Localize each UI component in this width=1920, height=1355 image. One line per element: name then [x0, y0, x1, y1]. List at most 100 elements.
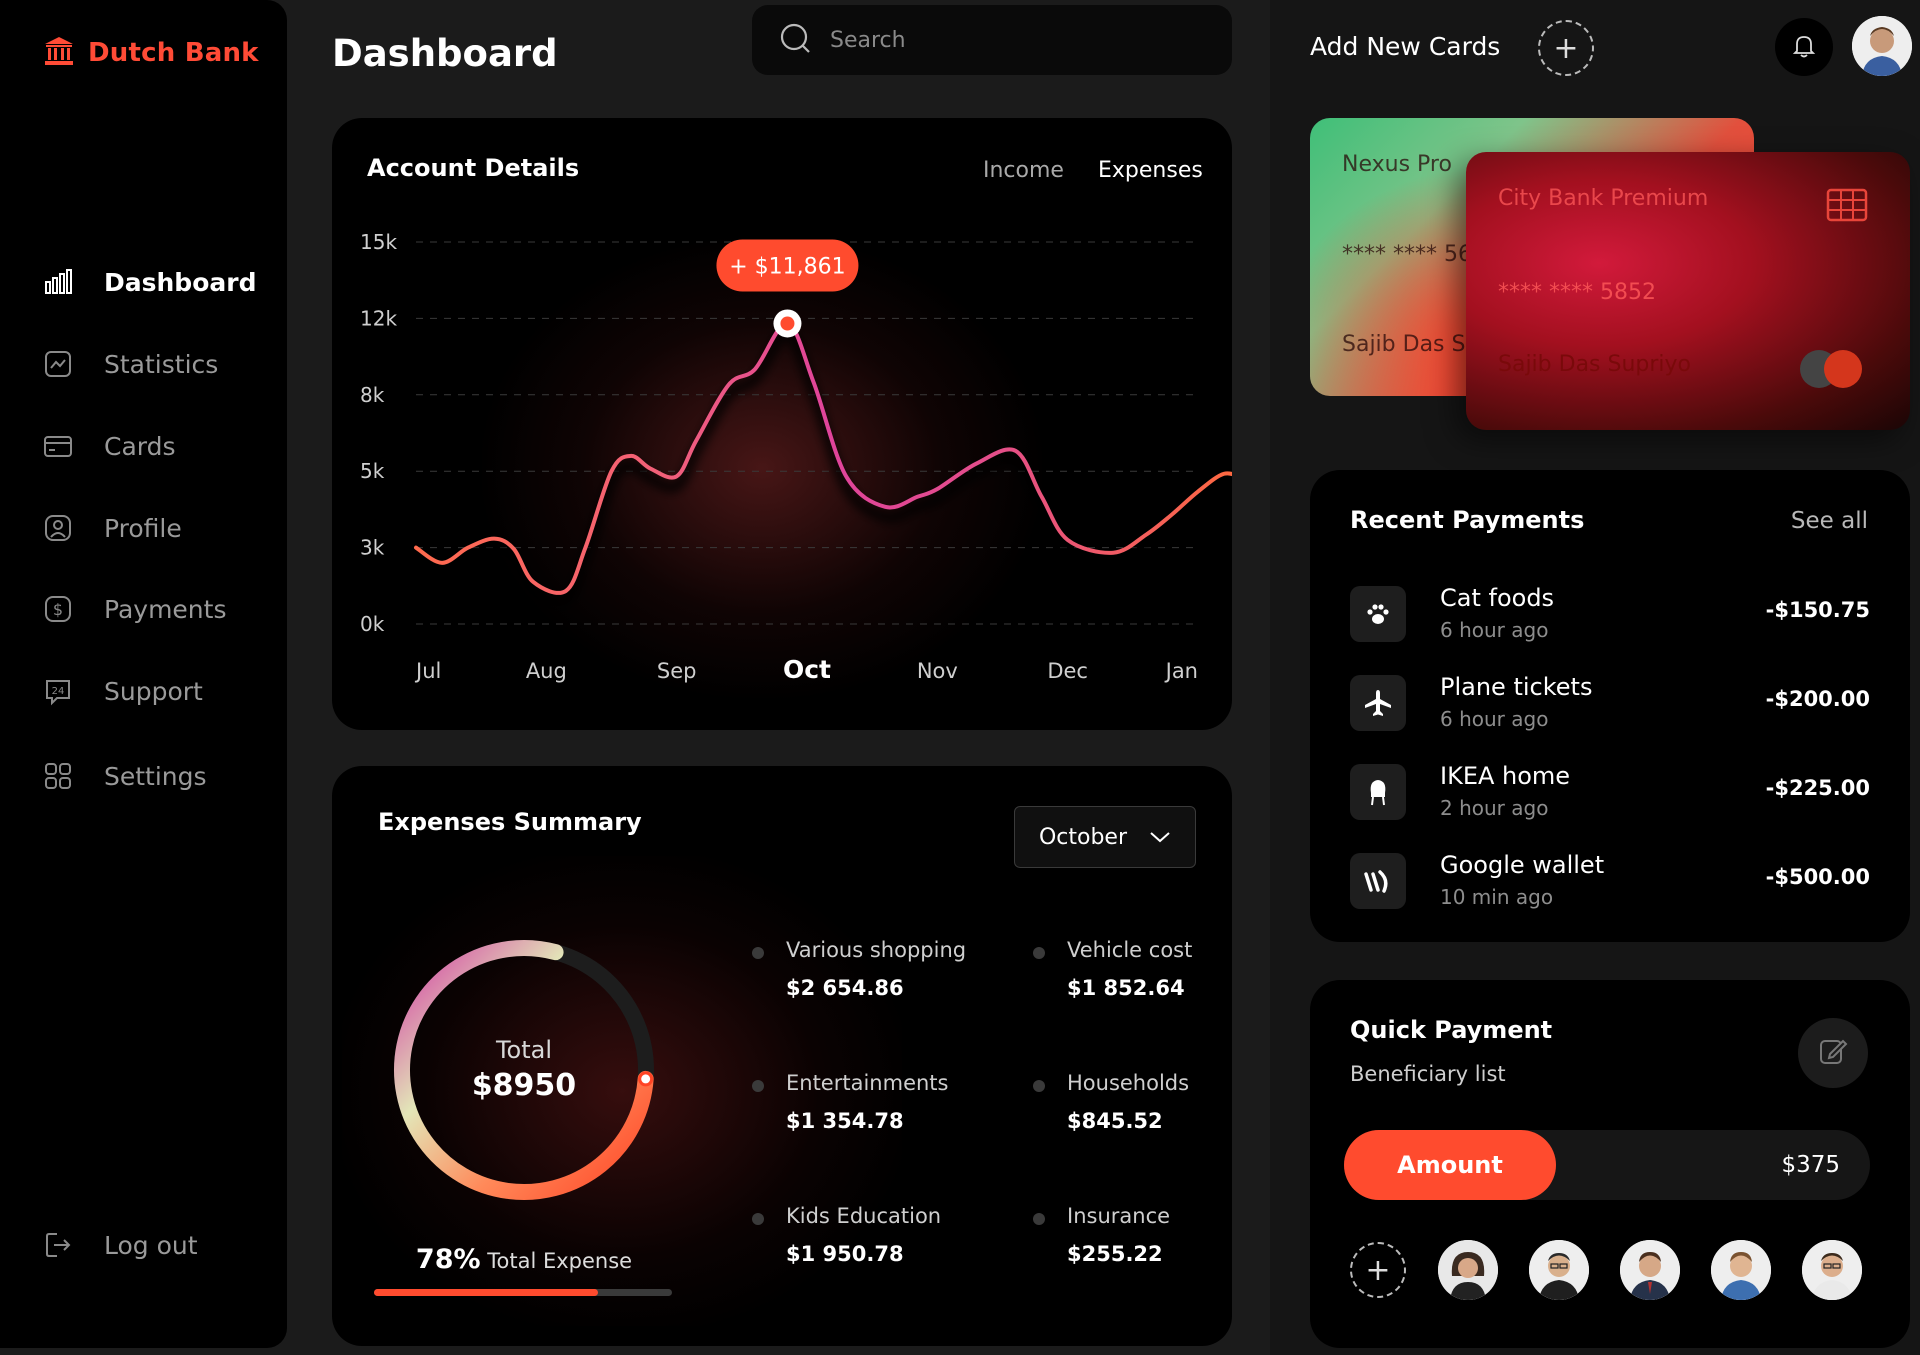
nav-item-payments[interactable]: $ Payments: [42, 593, 226, 625]
logout-icon: [42, 1229, 74, 1261]
beneficiary-avatar[interactable]: [1802, 1240, 1862, 1300]
bar-chart-icon: [42, 266, 74, 298]
payment-amount: -$150.75: [1765, 598, 1870, 622]
legend-value: $1 354.78: [786, 1109, 904, 1133]
payment-time: 2 hour ago: [1440, 796, 1549, 820]
card-city-bank-premium[interactable]: City Bank Premium **** **** 5852 Sajib D…: [1466, 152, 1910, 430]
nav-label: Payments: [104, 594, 227, 624]
notification-button[interactable]: [1775, 18, 1833, 76]
payment-row[interactable]: Cat foods 6 hour ago -$150.75: [1350, 580, 1870, 650]
brand-logo[interactable]: Dutch Bank: [42, 34, 259, 72]
card-name: City Bank Premium: [1498, 186, 1709, 211]
card-holder: Sajib Das S: [1342, 332, 1466, 357]
payment-row[interactable]: Plane tickets 6 hour ago -$200.00: [1350, 669, 1870, 739]
beneficiary-avatar[interactable]: [1438, 1240, 1498, 1300]
line-chart: 15k 12k 8k 5k 3k 0k Jul Aug Sep Oct Nov Dec Jan + $…: [360, 230, 1232, 684]
peak-tooltip-label: + $11,861: [729, 254, 845, 279]
payment-row[interactable]: Google wallet 10 min ago -$500.00: [1350, 847, 1870, 917]
sidebar: Dutch Bank Dashboard Statistics Cards Pr…: [0, 0, 287, 1348]
wallet-icon: [1350, 853, 1406, 909]
beneficiary-list-label: Beneficiary list: [1350, 1062, 1506, 1086]
y-tick-label: 15k: [360, 230, 397, 254]
payment-name: Cat foods: [1440, 584, 1555, 612]
amount-bar: Amount $375: [1344, 1130, 1870, 1200]
peak-tooltip: [716, 239, 859, 292]
recent-payments-panel: Recent Payments See all Cat foods 6 hour…: [1310, 470, 1910, 942]
add-beneficiary-button[interactable]: +: [1350, 1242, 1406, 1298]
payment-amount: -$225.00: [1765, 776, 1870, 800]
add-new-cards-label: Add New Cards: [1310, 32, 1501, 61]
nav-item-settings[interactable]: Settings: [42, 760, 207, 792]
payment-name: Google wallet: [1440, 851, 1605, 879]
svg-text:24: 24: [52, 686, 65, 697]
nav-label: Statistics: [104, 349, 219, 379]
card-number: **** **** 5852: [1498, 280, 1656, 305]
legend-value: $1 950.78: [786, 1242, 904, 1266]
nav-item-profile[interactable]: Profile: [42, 512, 182, 544]
x-tick-label: Jan: [1164, 659, 1198, 683]
x-tick-label: Oct: [783, 655, 831, 684]
payment-name: Plane tickets: [1440, 673, 1593, 701]
add-card-button[interactable]: +: [1538, 20, 1594, 76]
search-bar[interactable]: [752, 5, 1232, 75]
plane-icon: [1350, 675, 1406, 731]
legend-dot: [1033, 1213, 1045, 1225]
amount-button[interactable]: Amount: [1344, 1130, 1556, 1200]
nav-label: Settings: [104, 761, 207, 791]
beneficiary-avatar[interactable]: [1620, 1240, 1680, 1300]
x-tick-label: Dec: [1047, 659, 1088, 683]
nav-item-dashboard[interactable]: Dashboard: [42, 266, 256, 298]
search-input[interactable]: [828, 26, 1208, 54]
total-expense-progress: [374, 1289, 672, 1296]
user-avatar[interactable]: [1852, 16, 1912, 76]
payment-row[interactable]: IKEA home 2 hour ago -$225.00: [1350, 758, 1870, 828]
grid-icon: [42, 760, 74, 792]
legend-label: Insurance: [1067, 1204, 1171, 1228]
recent-payments-title: Recent Payments: [1350, 506, 1585, 534]
x-tick-label: Aug: [526, 659, 567, 683]
search-icon: [778, 21, 812, 59]
card-holder: Sajib Das Supriyo: [1498, 352, 1692, 377]
y-tick-label: 3k: [360, 536, 385, 560]
series-line: [414, 321, 1232, 595]
donut-total-label: Total: [495, 1036, 553, 1064]
tab-expenses[interactable]: Expenses: [1098, 158, 1203, 183]
quick-payment-panel: Quick Payment Beneficiary list Amount $3…: [1310, 980, 1910, 1348]
month-dropdown[interactable]: October: [1014, 806, 1196, 868]
amount-value: $375: [1781, 1152, 1840, 1178]
tab-income[interactable]: Income: [983, 158, 1064, 183]
expense-donut: [394, 940, 654, 1200]
legend-dot: [1033, 947, 1045, 959]
payment-name: IKEA home: [1440, 762, 1571, 790]
total-expense-caption: 78% Total Expense: [374, 1244, 674, 1275]
beneficiary-avatar[interactable]: [1529, 1240, 1589, 1300]
support-24-icon: 24: [42, 675, 74, 707]
payment-amount: -$500.00: [1765, 865, 1870, 889]
plus-icon: +: [1553, 30, 1579, 66]
y-tick-label: 8k: [360, 383, 385, 407]
chip-icon: [1826, 188, 1868, 226]
legend-value: $1 852.64: [1067, 976, 1185, 1000]
nav-item-statistics[interactable]: Statistics: [42, 348, 218, 380]
card-name: Nexus Pro: [1342, 152, 1452, 177]
quick-payment-title: Quick Payment: [1350, 1016, 1553, 1044]
statistics-icon: [42, 348, 74, 380]
nav-item-cards[interactable]: Cards: [42, 430, 176, 462]
chair-icon: [1350, 764, 1406, 820]
card-brand-icon: [1798, 348, 1864, 394]
nav-item-support[interactable]: 24 Support: [42, 675, 203, 707]
peak-point-inner: [780, 316, 795, 331]
logout-button[interactable]: Log out: [42, 1229, 198, 1261]
see-all-link[interactable]: See all: [1790, 508, 1868, 534]
edit-button[interactable]: [1798, 1018, 1868, 1088]
account-details-panel: Account Details Income Expenses 15k 12k 8k…: [332, 118, 1232, 730]
profile-icon: [42, 512, 74, 544]
legend-dot: [1033, 1080, 1045, 1092]
legend-dot: [752, 1080, 764, 1092]
payment-time: 10 min ago: [1440, 885, 1554, 909]
y-tick-label: 0k: [360, 612, 385, 636]
legend-label: Kids Education: [786, 1204, 942, 1228]
beneficiary-avatar[interactable]: [1711, 1240, 1771, 1300]
total-expense-percent: 78%: [415, 1244, 481, 1275]
legend-label: Vehicle cost: [1067, 938, 1193, 962]
